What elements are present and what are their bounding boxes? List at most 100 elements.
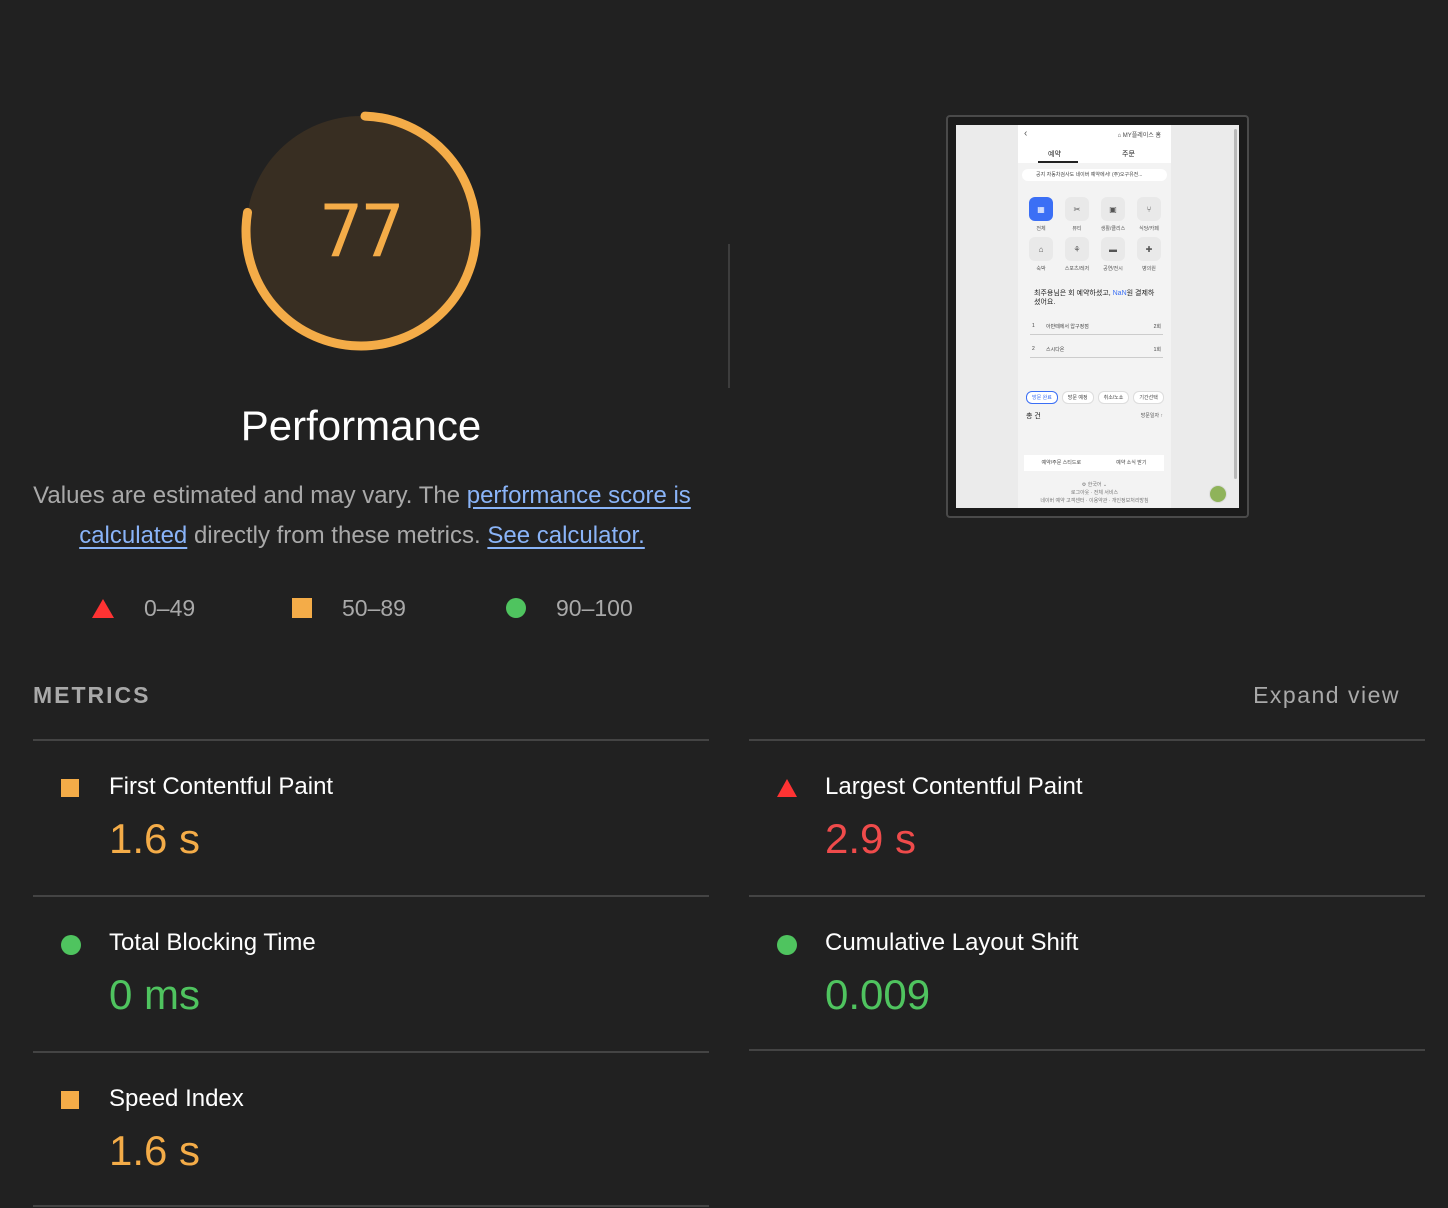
score-value: 77 [319, 189, 405, 273]
legend-pass: 90–100 [506, 592, 633, 624]
total-count: 총 건 [1026, 413, 1041, 420]
legend-fail-label: 0–49 [144, 594, 196, 621]
metric-largest-contentful-paint: Largest Contentful Paint 2.9 s [749, 741, 1425, 897]
legend-pass-label: 90–100 [556, 594, 633, 621]
see-calculator-link[interactable]: See calculator. [487, 522, 645, 549]
triangle-icon [777, 779, 797, 797]
divider [33, 739, 709, 741]
rank-name: 아반떼에서 압구정점 [1046, 324, 1089, 330]
performance-gauge[interactable]: 77 [240, 110, 482, 352]
category-cell: ⌂ 숙박 [1028, 237, 1054, 272]
rank-count: 1회 [1153, 347, 1161, 353]
score-legend: 0–49 50–89 90–100 [0, 592, 722, 624]
legend-average-label: 50–89 [342, 594, 406, 621]
vertical-divider [728, 244, 730, 388]
divider [33, 1205, 709, 1207]
sort-label: 방문일자 ↑ [1140, 413, 1163, 419]
tab-underline [1038, 161, 1078, 163]
metric-label: Speed Index [109, 1085, 244, 1112]
rank-row: 1 아반떼에서 압구정점 2회 [1030, 321, 1163, 335]
metric-value: 2.9 s [825, 815, 917, 862]
reservation-summary: 최주용님은 회 예약하셨고, NaN원 결제하셨어요. [1034, 289, 1159, 307]
metric-cumulative-layout-shift: Cumulative Layout Shift 0.009 [749, 897, 1425, 1053]
avatar-icon [1209, 485, 1227, 503]
category-label: 숙박 [1036, 266, 1046, 272]
description-prefix: Values are estimated and may vary. The [33, 482, 467, 509]
divider [749, 739, 1425, 741]
category-cell: ✂ 뷰티 [1064, 197, 1090, 232]
rank-number: 2 [1032, 346, 1035, 352]
rank-row: 2 스시다온 1회 [1030, 344, 1163, 358]
filter-chips: 방문 완료 방문 예정 취소/노쇼 기간선택 [1026, 391, 1164, 404]
category-cell: ✚ 병의원 [1136, 237, 1162, 272]
square-icon [61, 779, 79, 797]
scrollbar [1234, 129, 1237, 479]
triangle-icon [92, 598, 114, 618]
metric-speed-index: Speed Index 1.6 s [33, 1053, 709, 1208]
metric-first-contentful-paint: First Contentful Paint 1.6 s [33, 741, 709, 897]
filter-chip: 기간선택 [1133, 391, 1164, 404]
summary-prefix: 최주용님은 회 예약하셨고, [1034, 290, 1113, 297]
metric-label: Largest Contentful Paint [825, 773, 1083, 800]
final-screenshot[interactable]: ‹ ⌂ MY플레이스 홈 예약 주문 공지 자동차검사도 네이버 예약에서! (… [946, 115, 1249, 518]
building-icon: ⌂ [1029, 237, 1053, 261]
divider [33, 1051, 709, 1053]
legend-average: 50–89 [292, 592, 406, 624]
app-footer: ⚙ 한국어 ⌄ 로그아웃 · 전체 서비스 네이버 예약 고객센터 · 이용약관… [1018, 481, 1171, 505]
score-description: Values are estimated and may vary. The p… [32, 476, 692, 556]
description-middle: directly from these metrics. [187, 522, 488, 549]
category-label: 생활/클리스 [1100, 226, 1126, 232]
bottom-bar-item: 예약 소식 받기 [1116, 460, 1147, 466]
metric-label: Cumulative Layout Shift [825, 929, 1079, 956]
category-cell: ⑂ 식당/카페 [1136, 197, 1162, 232]
category-label: 공연/전시 [1103, 266, 1123, 272]
ticket-icon: ▬ [1101, 237, 1125, 261]
app-brand: ⌂ MY플레이스 홈 [1117, 133, 1161, 139]
divider [749, 1049, 1425, 1051]
square-icon [61, 1091, 79, 1109]
category-cell: ⚘ 스포츠/레저 [1064, 237, 1090, 272]
metric-value: 0.009 [825, 971, 931, 1018]
category-cell: ▦ 전체 [1028, 197, 1054, 232]
scissors-icon: ✂ [1065, 197, 1089, 221]
metric-total-blocking-time: Total Blocking Time 0 ms [33, 897, 709, 1053]
circle-icon [777, 935, 797, 955]
summary-suffix: 원 결제하셨어요. [1034, 290, 1155, 306]
filter-chip: 방문 예정 [1061, 391, 1094, 404]
gauge-ring [241, 111, 481, 351]
frame-icon: ▣ [1101, 197, 1125, 221]
rank-name: 스시다온 [1046, 347, 1065, 353]
metrics-title: METRICS [33, 682, 151, 708]
rank-number: 1 [1032, 323, 1035, 329]
app-notice: 공지 자동차검사도 네이버 예약에서! (주)오구유전... [1022, 169, 1167, 181]
divider [749, 895, 1425, 897]
metric-value: 1.6 s [109, 1127, 201, 1174]
rank-count: 2회 [1153, 324, 1161, 330]
metric-label: First Contentful Paint [109, 773, 334, 800]
expand-view-button[interactable]: Expand view [1253, 682, 1400, 708]
performance-score-link[interactable]: performance score is calculated [79, 482, 691, 549]
category-label: 식당/카페 [1139, 226, 1159, 232]
fork-knife-icon: ⑂ [1137, 197, 1161, 221]
legend-fail: 0–49 [92, 592, 195, 624]
gauge-title: Performance [240, 402, 482, 449]
category-label: 병의원 [1142, 266, 1156, 272]
screenshot-canvas: ‹ ⌂ MY플레이스 홈 예약 주문 공지 자동차검사도 네이버 예약에서! (… [956, 125, 1239, 508]
app-header: ‹ ⌂ MY플레이스 홈 예약 주문 [1018, 125, 1171, 163]
app-screenshot: ‹ ⌂ MY플레이스 홈 예약 주문 공지 자동차검사도 네이버 예약에서! (… [1018, 125, 1171, 508]
footer-line: 로그아웃 · 전체 서비스 [1070, 490, 1119, 496]
category-label: 뷰티 [1072, 226, 1082, 232]
metric-label: Total Blocking Time [109, 929, 316, 956]
app-tab-order: 주문 [1122, 151, 1135, 158]
category-cell: ▬ 공연/전시 [1100, 237, 1126, 272]
footer-line: 네이버 예약 고객센터 · 이용약관 · 개인정보처리방침 [1040, 498, 1149, 504]
square-icon [292, 598, 312, 618]
bottom-bar: 예약/주문 스티드로 예약 소식 받기 [1024, 455, 1164, 471]
hospital-icon: ✚ [1137, 237, 1161, 261]
category-label: 스포츠/레저 [1064, 266, 1090, 272]
metric-value: 1.6 s [109, 815, 201, 862]
filter-chip: 취소/노쇼 [1097, 391, 1130, 404]
bottom-bar-item: 예약/주문 스티드로 [1041, 460, 1082, 466]
filter-chip: 방문 완료 [1026, 391, 1058, 404]
